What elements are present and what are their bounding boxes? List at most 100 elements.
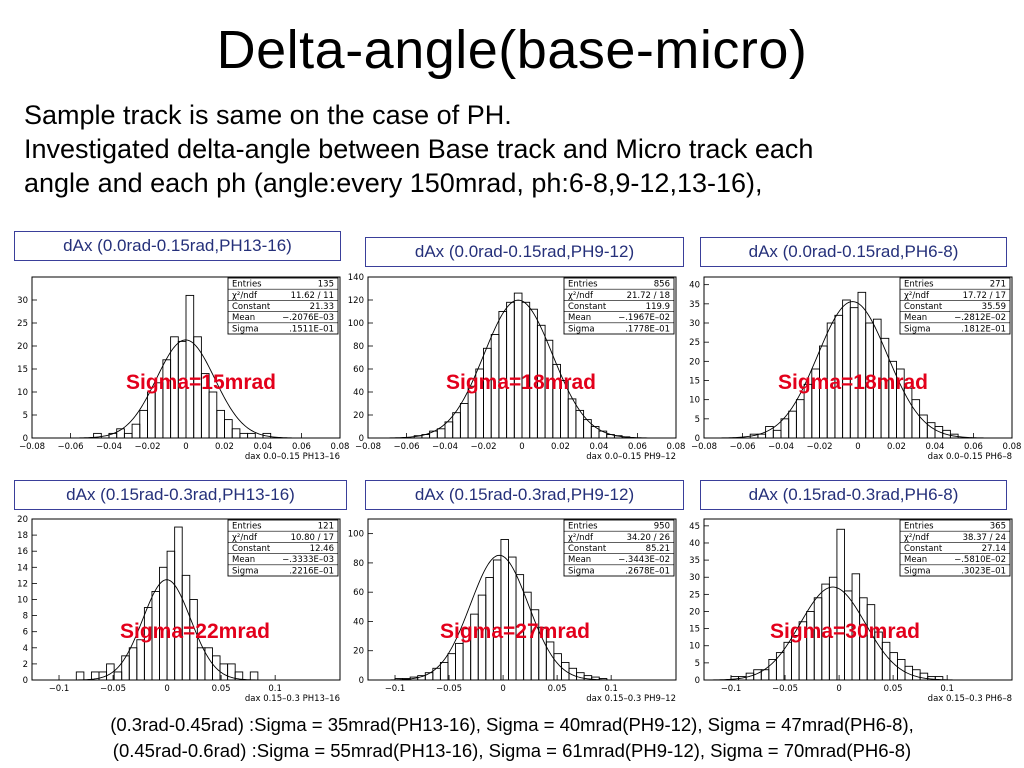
stats-label: Sigma <box>232 324 259 334</box>
stats-value: 119.9 <box>646 302 670 312</box>
histogram-bar <box>93 432 102 439</box>
stats-value: 856 <box>654 280 670 290</box>
histogram-bars <box>749 291 959 439</box>
panel-label-2: dAx (0.0rad-0.15rad,PH9-12) <box>365 237 684 267</box>
stats-label: Mean <box>232 555 255 565</box>
stats-label: Constant <box>904 544 943 554</box>
histogram-bar <box>455 642 464 681</box>
y-tick-label: 20 <box>689 607 700 617</box>
stats-value: 38.37 / 24 <box>963 533 1006 543</box>
x-tick-label: 0.1 <box>268 684 282 694</box>
histogram-bar <box>775 652 785 681</box>
histogram-bar <box>912 669 921 681</box>
histogram-bar <box>239 432 249 439</box>
stats-frame <box>899 519 1011 577</box>
y-tick-label: 45 <box>689 522 700 532</box>
sigma-note-6: Sigma=30mrad <box>770 620 920 643</box>
histogram-panel-2: 0 20 40 60 80 100 120 140 −0.08 −0.06 −0.04 −0.02 0 0… <box>342 272 686 462</box>
intro-line-3: angle and each ph (angle:every 150mrad, … <box>24 168 763 198</box>
axes: 0 5 10 15 20 25 30 −0.08 −0.06 −0.04 −0.02 0 0.02 0.0… <box>17 296 349 462</box>
panel-label-4: dAx (0.15rad-0.3rad,PH13-16) <box>14 480 347 510</box>
stats-label: Entries <box>232 522 262 532</box>
stats-value: 12.46 <box>310 544 334 554</box>
histogram-bar <box>904 665 914 681</box>
y-tick-label: 80 <box>353 342 364 352</box>
stats-label: Sigma <box>568 324 595 334</box>
histogram-bar <box>459 403 469 439</box>
stats-value: −.1967E–02 <box>618 313 670 323</box>
histogram-bars <box>93 294 272 439</box>
y-tick-label: 10 <box>689 642 700 652</box>
histogram-bar <box>757 433 767 439</box>
x-tick-label: −0.08 <box>355 442 381 452</box>
y-tick-label: 15 <box>689 625 700 635</box>
stats-value: −.2076E–03 <box>282 313 334 323</box>
stats-value: −.3333E–03 <box>282 555 334 565</box>
stats-value: 17.72 / 17 <box>963 291 1006 301</box>
histogram-bar <box>795 399 805 439</box>
stats-value: .1511E–01 <box>289 324 334 334</box>
x-axis-label: dax 0.15–0.3 PH6–8 <box>928 694 1012 704</box>
x-tick-label: 0 <box>836 684 841 694</box>
stats-value: −.5810E–02 <box>954 555 1006 565</box>
stats-label: χ²/ndf <box>232 533 258 543</box>
stats-label: Constant <box>232 544 271 554</box>
stats-value: .1778E–01 <box>625 324 670 334</box>
y-tick-label: 120 <box>348 296 364 306</box>
y-tick-label: 60 <box>353 365 364 375</box>
histogram-bar <box>147 391 156 439</box>
y-tick-label: 25 <box>689 338 700 348</box>
panel-label-1: dAx (0.0rad-0.15rad,PH13-16) <box>14 231 341 261</box>
x-tick-label: 0.06 <box>292 442 311 452</box>
x-tick-label: −0.02 <box>806 442 832 452</box>
y-tick-label: 18 <box>17 531 28 541</box>
histogram-bar <box>780 418 790 439</box>
axes: 0 5 10 15 20 25 30 35 40 −0.08 −0.06 −0.04 −0.02 0 0.0… <box>689 281 1021 462</box>
histogram-bar <box>836 528 845 681</box>
stats-frame <box>563 519 675 577</box>
x-tick-label: 0.08 <box>667 442 686 452</box>
y-tick-label: 15 <box>17 365 28 375</box>
histogram-bar <box>567 398 577 439</box>
x-tick-label: −0.1 <box>385 684 406 694</box>
histogram-bar <box>919 672 929 681</box>
x-tick-label: −0.06 <box>57 442 83 452</box>
y-tick-label: 35 <box>689 556 700 566</box>
x-axis-label: dax 0.15–0.3 PH13–16 <box>245 694 340 704</box>
histogram-bars <box>75 526 259 681</box>
stats-label: Sigma <box>904 324 931 334</box>
histogram-bar <box>439 661 449 681</box>
x-tick-label: −0.04 <box>432 442 458 452</box>
intro-line-1: Sample track is same on the case of PH. <box>24 100 512 130</box>
histogram-bar <box>234 671 244 681</box>
stats-box: Entries 135 χ²/ndf 11.62 / 11 Constant 21.33 M… <box>227 277 339 335</box>
x-tick-label: 0.04 <box>254 442 273 452</box>
slide-title: Delta-angle(base-micro) <box>216 20 808 80</box>
stats-value: 10.80 / 17 <box>291 533 334 543</box>
y-tick-label: 16 <box>17 547 28 557</box>
x-tick-label: 0.05 <box>548 684 567 694</box>
x-tick-label: 0.1 <box>940 684 954 694</box>
stats-value: 121 <box>318 522 334 532</box>
gaussian-fit-curve <box>377 554 621 681</box>
histogram-bar <box>772 429 782 439</box>
histogram-bar <box>174 526 183 681</box>
x-tick-label: −0.05 <box>436 684 462 694</box>
y-tick-label: 0 <box>23 676 28 686</box>
stats-value: 365 <box>990 522 1006 532</box>
histogram-bar <box>249 671 259 681</box>
stats-label: Constant <box>904 302 943 312</box>
histogram-bar <box>196 647 206 681</box>
stats-value: −.2812E–02 <box>954 313 1006 323</box>
stats-label: Constant <box>568 544 607 554</box>
sigma-note-3: Sigma=18mrad <box>778 371 928 394</box>
histogram-bar <box>136 639 145 681</box>
x-tick-label: −0.06 <box>729 442 755 452</box>
stats-label: Sigma <box>232 566 259 576</box>
histogram-bar <box>452 412 461 439</box>
y-tick-label: 40 <box>353 617 364 627</box>
stats-label: Entries <box>904 522 934 532</box>
stats-value: .3023E–01 <box>961 566 1006 576</box>
histogram-bar <box>166 550 176 681</box>
